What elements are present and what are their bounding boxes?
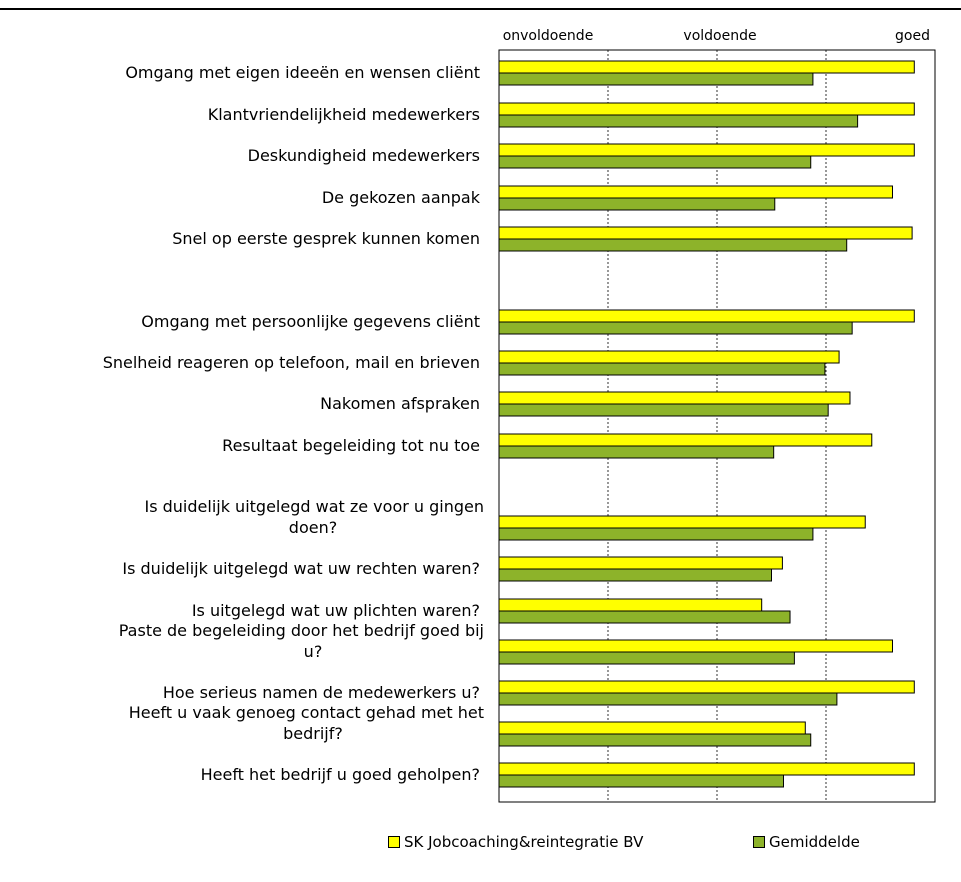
bar-sk	[498, 433, 873, 447]
category-label: Deskundigheid medewerkers	[248, 146, 480, 165]
scale-label: voldoende	[683, 28, 756, 44]
legend-swatch-avg	[753, 836, 765, 848]
bar-gemiddelde	[498, 692, 838, 706]
category-label: doen?	[289, 518, 337, 537]
bar-sk	[498, 60, 915, 74]
category-label: bedrijf?	[283, 724, 343, 743]
category-label: u?	[304, 642, 323, 661]
category-label: Is duidelijk uitgelegd wat uw rechten wa…	[122, 559, 480, 578]
category-label: Nakomen afspraken	[320, 394, 480, 413]
bar-gemiddelde	[498, 321, 853, 335]
scale-label: goed	[895, 28, 930, 44]
bar-gemiddelde	[498, 610, 791, 624]
legend-label-avg: Gemiddelde	[769, 833, 860, 851]
top-rule	[0, 8, 961, 10]
bar-sk	[498, 309, 915, 323]
bar-sk	[498, 350, 840, 364]
category-label: Omgang met eigen ideeën en wensen cliënt	[125, 63, 480, 82]
bar-sk	[498, 639, 893, 653]
category-label: Klantvriendelijkheid medewerkers	[208, 105, 480, 124]
bar-sk	[498, 515, 866, 529]
bar-sk	[498, 102, 915, 116]
category-label: De gekozen aanpak	[322, 188, 481, 207]
category-label: Heeft u vaak genoeg contact gehad met he…	[129, 703, 484, 722]
bar-gemiddelde	[498, 197, 776, 211]
bar-chart: onvoldoende voldoende goed Omgang met eigen…	[103, 28, 936, 803]
bar-gemiddelde	[498, 527, 814, 541]
category-label: Omgang met persoonlijke gegevens cliënt	[141, 312, 480, 331]
category-label: Snel op eerste gesprek kunnen komen	[172, 229, 480, 248]
bar-sk	[498, 226, 913, 240]
bar-sk	[498, 143, 915, 157]
bar-gemiddelde	[498, 72, 814, 86]
scale-label: onvoldoende	[503, 28, 594, 44]
bar-sk	[498, 680, 915, 694]
legend-swatch-sk	[388, 836, 400, 848]
bar-gemiddelde	[498, 651, 795, 665]
category-label: Is uitgelegd wat uw plichten waren?	[192, 601, 480, 620]
category-label: Heeft het bedrijf u goed geholpen?	[201, 765, 480, 784]
category-label: Hoe serieus namen de medewerkers u?	[163, 683, 480, 702]
bar-gemiddelde	[498, 568, 772, 582]
bar-sk	[498, 185, 893, 199]
category-label: Is duidelijk uitgelegd wat ze voor u gin…	[144, 497, 484, 516]
category-label: Resultaat begeleiding tot nu toe	[222, 436, 480, 455]
legend-item-sk: SK Jobcoaching&reintegratie BV	[388, 833, 643, 851]
category-label: Snelheid reageren op telefoon, mail en b…	[103, 353, 480, 372]
bar-sk	[498, 721, 806, 735]
bar-gemiddelde	[498, 155, 812, 169]
bar-sk	[498, 598, 763, 612]
bar-sk	[498, 762, 915, 776]
legend-item-avg: Gemiddelde	[753, 833, 860, 851]
legend-label-sk: SK Jobcoaching&reintegratie BV	[404, 833, 644, 851]
bar-gemiddelde	[498, 733, 812, 747]
bar-gemiddelde	[498, 114, 859, 128]
bar-gemiddelde	[498, 445, 775, 459]
category-label: Paste de begeleiding door het bedrijf go…	[119, 621, 484, 640]
bar-gemiddelde	[498, 238, 848, 252]
bar-gemiddelde	[498, 403, 829, 417]
bar-gemiddelde	[498, 774, 784, 788]
bar-gemiddelde	[498, 362, 826, 376]
bar-sk	[498, 556, 783, 570]
bar-sk	[498, 391, 851, 405]
